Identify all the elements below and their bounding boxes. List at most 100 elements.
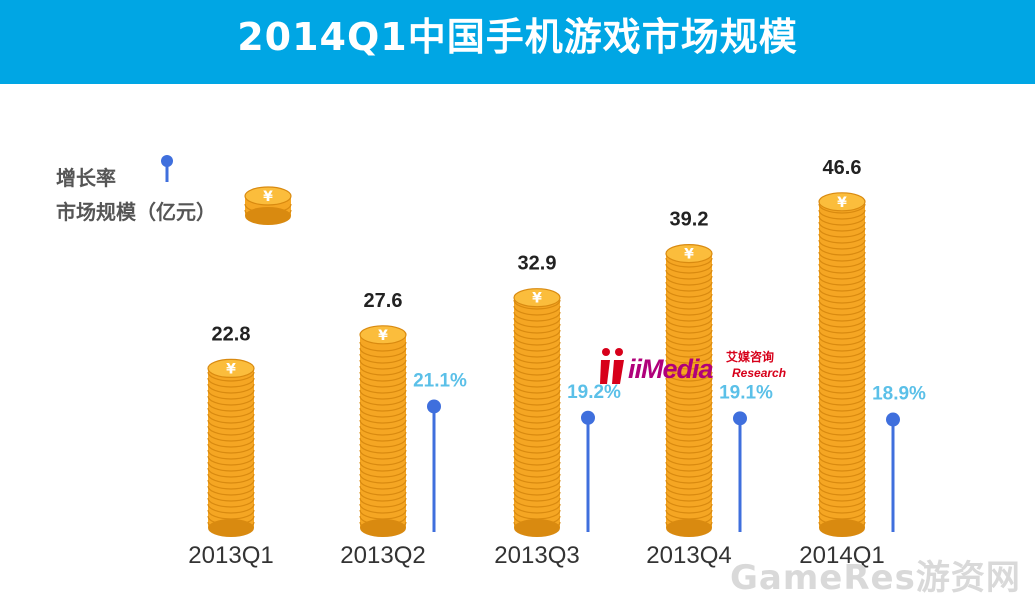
coin-stack-coin-edge (665, 437, 713, 448)
coin-stack-coin-edge (665, 275, 713, 286)
coin-stack-coin-edge (665, 449, 713, 460)
coin-stack-coin-edge (207, 521, 255, 532)
coin-stack-coin-edge (359, 497, 407, 508)
coin-stack-coin-edge (207, 371, 255, 382)
coin-stack-coin-edge (665, 413, 713, 424)
coin-stack-coin-edge (207, 395, 255, 406)
bar-2013Q2: ¥ (359, 325, 407, 537)
coin-stack-coin-edge (207, 515, 255, 526)
coin-stack-coin-edge (513, 299, 561, 310)
coin-stack-coin-edge (359, 485, 407, 496)
coin-stack-coin-edge (818, 383, 866, 394)
coin-stack-coin-edge (359, 341, 407, 352)
coin-stack-top-face (513, 288, 561, 308)
coin-stack-coin-edge (359, 413, 407, 424)
coin-stack-coin-edge (818, 491, 866, 502)
coin-stack-coin-edge (207, 413, 255, 424)
rate-marker-2013Q4: 19.1% (719, 382, 773, 532)
coin-stack-coin-edge (665, 263, 713, 274)
coin-stack-coin-edge (359, 389, 407, 400)
page-title: 2014Q1中国手机游戏市场规模 (237, 15, 798, 59)
legend-size-label: 市场规模（亿元） (56, 200, 216, 224)
coin-stack-coin-edge (665, 371, 713, 382)
coin-stack-body (514, 297, 560, 528)
coin-stack-coin-edge (665, 299, 713, 310)
coin-stack-coin-edge (513, 353, 561, 364)
yen-icon: ¥ (226, 361, 236, 377)
rate-dot (581, 410, 595, 425)
rate-marker-2013Q3: 19.2% (567, 382, 621, 532)
coin-stack-coin-edge (818, 293, 866, 304)
coin-stack-coin-edge (665, 419, 713, 430)
rate-label: 19.1% (719, 382, 773, 403)
category-label: 2013Q1 (188, 542, 273, 569)
coin-stack-coin-edge (207, 377, 255, 388)
value-label: 39.2 (670, 209, 709, 231)
coin-stack-coin-edge (359, 473, 407, 484)
coin-stack-coin-edge (513, 401, 561, 412)
coin-stack-coin-edge (513, 395, 561, 406)
coin-stack-coin-edge (665, 425, 713, 436)
coin-stack-coin-edge (359, 353, 407, 364)
legend-coin-icon-coin-edge (244, 209, 292, 220)
coin-stack-coin-edge (513, 461, 561, 472)
coin-stack-coin-edge (665, 359, 713, 370)
coin-stack-coin-edge (359, 365, 407, 376)
coin-stack-coin-edge (513, 317, 561, 328)
coin-stack-coin-edge (818, 227, 866, 238)
coin-stack-coin-edge (513, 371, 561, 382)
coin-stack-top-face (207, 358, 255, 378)
iimedia-logo: iiMedia 艾媒咨询 Research (598, 346, 786, 390)
coin-stack-coin-edge (207, 455, 255, 466)
coin-stack-coin-edge (818, 359, 866, 370)
coin-stack-coin-edge (665, 365, 713, 376)
coin-stack-top-face (359, 325, 407, 345)
coin-stack-coin-edge (359, 491, 407, 502)
coin-stack-top-face (818, 192, 866, 212)
coin-stack-coin-edge (665, 389, 713, 400)
coin-stack-coin-edge (207, 437, 255, 448)
value-label: 22.8 (212, 323, 251, 345)
logo-cn-text: 艾媒咨询 (726, 350, 775, 364)
coin-stack-coin-edge (665, 443, 713, 454)
legend-coin-icon-coin-edge (244, 203, 292, 214)
coin-stack-coin-edge (818, 479, 866, 490)
coin-stack-coin-edge (359, 431, 407, 442)
coin-stack-coin-edge (207, 485, 255, 496)
coin-stack-coin-edge (207, 401, 255, 412)
coin-stack-coin-edge (665, 257, 713, 268)
coin-stack-coin-edge (207, 497, 255, 508)
coin-stack-coin-edge (665, 323, 713, 334)
coin-stack-coin-edge (359, 479, 407, 490)
coin-stack-coin-edge (818, 299, 866, 310)
coin-stack-coin-edge (207, 407, 255, 418)
coin-stack-coin-edge (818, 269, 866, 280)
coin-stack-coin-edge (513, 491, 561, 502)
coin-stack-coin-edge (359, 467, 407, 478)
coin-stack-coin-edge (818, 257, 866, 268)
coin-stack-coin-edge (818, 425, 866, 436)
coin-stack-coin-edge (513, 437, 561, 448)
coin-stack-coin-edge (818, 353, 866, 364)
yen-icon: ¥ (378, 328, 388, 344)
coin-stack-coin-edge (207, 443, 255, 454)
coin-stack-coin-edge (818, 203, 866, 214)
coin-stack-coin-edge (359, 461, 407, 472)
coin-stack-coin-edge (665, 377, 713, 388)
coin-stack-coin-edge (513, 329, 561, 340)
coin-stack-coin-edge (818, 515, 866, 526)
coin-stack-coin-edge (513, 341, 561, 352)
title-banner: 2014Q1中国手机游戏市场规模 (0, 0, 1035, 84)
coin-stack-coin-edge (665, 479, 713, 490)
coin-stack-coin-edge (359, 509, 407, 520)
coin-stack-coin-edge (818, 311, 866, 322)
coin-stack-coin-edge (818, 209, 866, 220)
logo-main-text: iiMedia (628, 354, 714, 384)
coin-stack-coin-edge (513, 479, 561, 490)
coin-stack-coin-edge (513, 485, 561, 496)
coin-stack-coin-edge (818, 509, 866, 520)
coin-stack-coin-edge (818, 389, 866, 400)
coin-stack-coin-edge (818, 329, 866, 340)
coin-stack-coin-edge (818, 287, 866, 298)
coin-stack-coin-edge (665, 347, 713, 358)
